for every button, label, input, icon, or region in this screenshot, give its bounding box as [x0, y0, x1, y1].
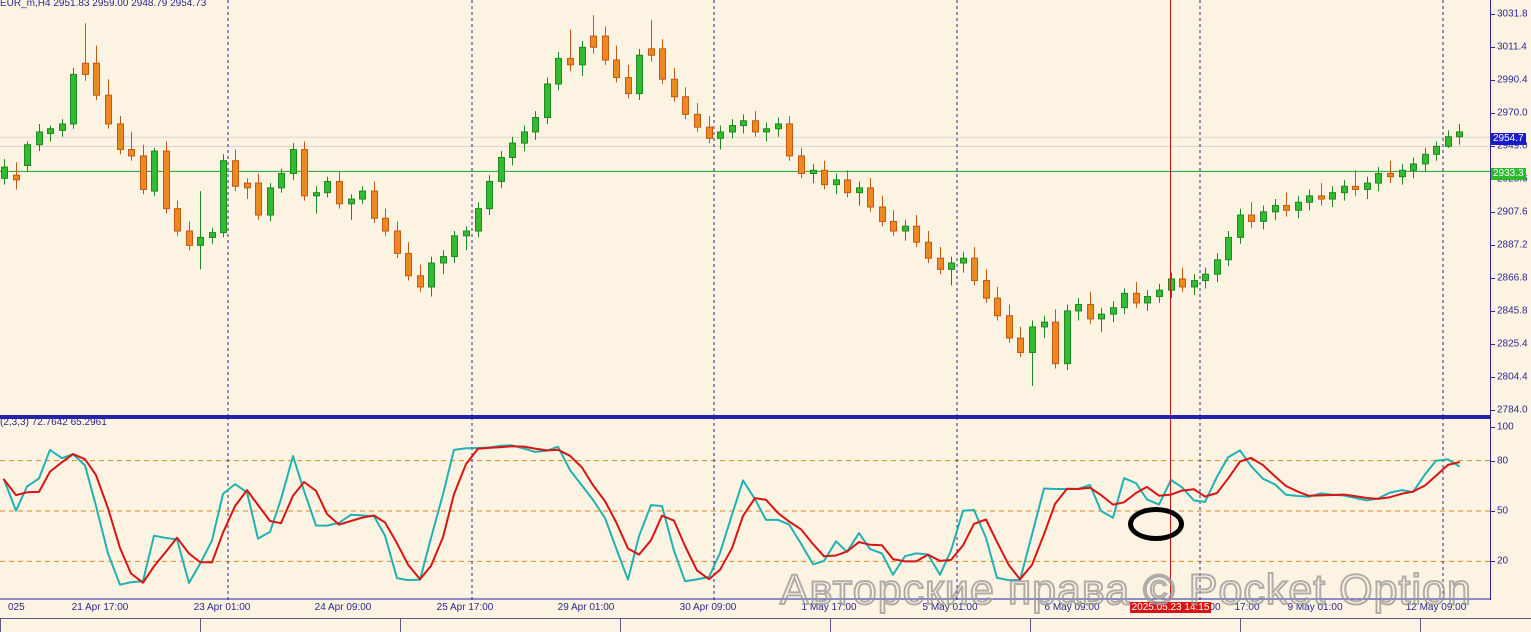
time-axis-label: 1 May 17:00 — [801, 602, 857, 613]
time-axis-label: 29 Apr 01:00 — [557, 602, 615, 613]
time-axis-label: 12 May 09:00 — [1405, 602, 1467, 613]
taskbar-item[interactable] — [1420, 619, 1531, 632]
symbol-ohlc-header: EUR_m,H4 2951.83 2959.00 2948.79 2954.73 — [0, 0, 207, 9]
indicator-axis-label: 20 — [1497, 555, 1509, 567]
taskbar-item[interactable] — [1030, 619, 1230, 632]
price-axis-tick — [1490, 410, 1495, 411]
price-axis-label: 3031.8 — [1497, 8, 1528, 20]
indicator-axis-label: 80 — [1497, 455, 1509, 467]
taskbar-item[interactable] — [830, 619, 1030, 632]
price-axis-label: 2866.8 — [1497, 272, 1528, 284]
price-axis-label: 2907.6 — [1497, 206, 1528, 218]
time-axis-label: 24 Apr 09:00 — [314, 602, 372, 613]
price-axis-tick — [1490, 46, 1495, 48]
price-axis-label: 2804.4 — [1497, 371, 1528, 383]
time-axis-label-last: 17:00 — [1234, 602, 1260, 613]
cursor-time-badge: 2025.05.23 14:15 — [1129, 602, 1212, 613]
copyright-watermark: Авторские права © Pocket Option — [779, 565, 1472, 615]
price-axis-label: 2970.0 — [1497, 107, 1528, 119]
indicator-axis-tick — [1490, 460, 1495, 462]
time-axis-label: 23 Apr 01:00 — [193, 602, 251, 613]
indicator-axis-label: 100 — [1497, 421, 1514, 433]
indicator-axis-tick — [1490, 427, 1495, 428]
time-axis-label: 25 Apr 17:00 — [436, 602, 494, 613]
price-axis[interactable]: 3031.83011.42990.42970.02949.02928.62907… — [1490, 0, 1531, 600]
time-axis-label: 5 May 01:00 — [922, 602, 978, 613]
time-axis-label: 6 May 09:00 — [1044, 602, 1100, 613]
price-chart-panel[interactable]: EUR_m,H4 2951.83 2959.00 2948.79 2954.73 — [0, 0, 1490, 417]
price-axis-tick — [1490, 80, 1495, 82]
price-axis-tick — [1490, 14, 1495, 15]
price-axis-tick — [1490, 212, 1495, 214]
time-axis-label: 025 — [8, 602, 25, 613]
taskbar-item[interactable] — [200, 619, 400, 632]
price-axis-label: 2825.4 — [1497, 338, 1528, 350]
stochastic-indicator-panel[interactable]: (2,3,3) 72.7642 65.2961 — [0, 417, 1490, 600]
taskbar-item[interactable] — [0, 619, 200, 632]
time-axis-label: 30 Apr 09:00 — [679, 602, 737, 613]
time-axis-label: 21 Apr 17:00 — [71, 602, 129, 613]
price-axis-label: 2949.0 — [1497, 140, 1528, 152]
crossover-highlight-ellipse — [1128, 507, 1184, 541]
price-axis-tick — [1490, 343, 1495, 345]
support-price-badge: 2933.3 — [1491, 168, 1526, 180]
axis-border — [1490, 0, 1491, 600]
price-axis-tick — [1490, 245, 1495, 247]
price-axis-label: 2887.2 — [1497, 239, 1528, 251]
indicator-axis-label: 50 — [1497, 505, 1509, 517]
taskbar[interactable] — [0, 618, 1531, 632]
time-axis[interactable]: 025 21 Apr 17:00 23 Apr 01:00 24 Apr 09:00 2… — [0, 600, 1531, 618]
price-axis-label: 2990.4 — [1497, 74, 1528, 86]
candlestick-series — [0, 0, 1490, 417]
taskbar-item[interactable] — [1240, 619, 1440, 632]
taskbar-item[interactable] — [620, 619, 820, 632]
current-price-badge: 2954.7 — [1491, 133, 1526, 145]
price-axis-label: 2845.8 — [1497, 305, 1528, 317]
price-axis-tick — [1490, 377, 1495, 379]
indicator-axis-tick — [1490, 511, 1495, 512]
price-axis-tick — [1490, 277, 1495, 279]
price-axis-label: 3011.4 — [1497, 41, 1527, 53]
price-axis-tick — [1490, 146, 1495, 148]
price-axis-label: 2784.0 — [1497, 404, 1528, 416]
time-axis-label: 9 May 01:00 — [1287, 602, 1343, 613]
stochastic-header: (2,3,3) 72.7642 65.2961 — [0, 417, 107, 428]
taskbar-item[interactable] — [400, 619, 600, 632]
price-axis-tick — [1490, 112, 1495, 114]
price-axis-tick — [1490, 311, 1495, 313]
indicator-axis-tick — [1490, 561, 1495, 563]
